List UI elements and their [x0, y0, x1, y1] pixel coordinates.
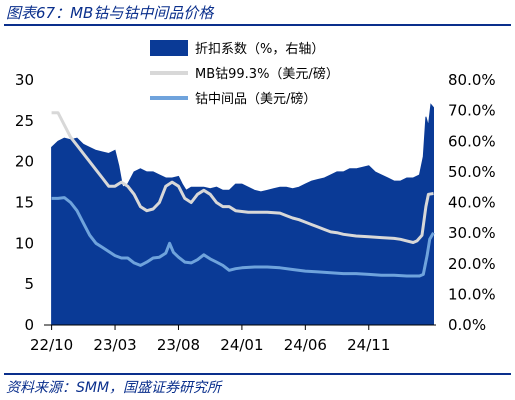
x-axis: 22/10 23/03 23/08 24/01 24/06 24/11 [30, 325, 390, 354]
right-tick-label: 10.0% [448, 285, 496, 303]
legend-label: MB钴99.3%（美元/磅） [195, 66, 339, 82]
price-chart: 0 5 10 15 20 25 30 0.0% 10.0% 20.0% 30.0% 40.0% 50.… [15, 40, 496, 354]
left-tick-label: 20 [15, 153, 34, 171]
series-line-mb-cobalt [51, 111, 434, 244]
source-note: 资料来源：SMM，国盛证券研究所 [6, 380, 222, 396]
right-tick-label: 30.0% [448, 224, 496, 242]
right-tick-label: 50.0% [448, 163, 496, 181]
area-layer [51, 103, 434, 326]
figure-title: 图表67：MB钴与钴中间品价格 [6, 4, 214, 22]
left-tick-label: 30 [15, 71, 34, 89]
title-rule [4, 24, 511, 26]
left-axis: 0 5 10 15 20 25 30 [15, 71, 34, 334]
x-tick-label: 24/06 [284, 336, 327, 354]
legend-swatch-area [150, 40, 188, 56]
right-tick-label: 80.0% [448, 71, 496, 89]
right-tick-label: 70.0% [448, 102, 496, 120]
legend: 折扣系数（%，右轴） MB钴99.3%（美元/磅） 钴中间品（美元/磅） [150, 40, 339, 107]
right-tick-label: 60.0% [448, 132, 496, 150]
right-tick-label: 40.0% [448, 194, 496, 212]
right-tick-label: 20.0% [448, 255, 496, 273]
left-tick-label: 15 [15, 194, 34, 212]
right-axis: 0.0% 10.0% 20.0% 30.0% 40.0% 50.0% 60.0% 70.0% 8… [448, 71, 496, 334]
legend-label: 折扣系数（%，右轴） [195, 42, 324, 57]
series-line-intermediate [51, 196, 435, 278]
x-tick-label: 23/03 [93, 336, 136, 354]
line-layer [51, 111, 435, 278]
left-tick-label: 0 [24, 316, 34, 334]
left-tick-label: 5 [24, 275, 34, 293]
x-tick-label: 24/01 [220, 336, 263, 354]
x-tick-label: 22/10 [30, 336, 73, 354]
left-tick-label: 25 [15, 112, 34, 130]
x-tick-label: 23/08 [157, 336, 200, 354]
source-rule [4, 373, 511, 375]
series-area-discount [51, 103, 434, 326]
left-tick-label: 10 [15, 234, 34, 252]
legend-label: 钴中间品（美元/磅） [195, 91, 316, 107]
right-tick-label: 0.0% [448, 316, 486, 334]
x-tick-label: 24/11 [347, 336, 390, 354]
